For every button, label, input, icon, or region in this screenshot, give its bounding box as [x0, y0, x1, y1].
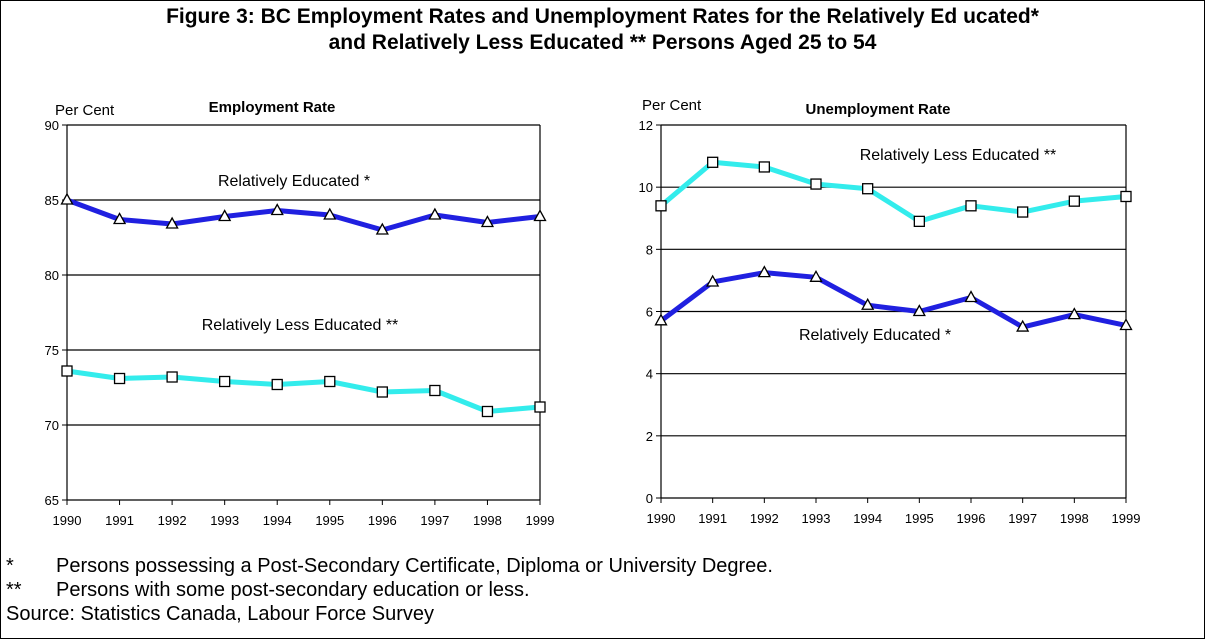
- unemployment-ytick-label: 4: [646, 367, 653, 382]
- employment-series-1-point: [533, 209, 547, 222]
- unemployment-ytick-label: 8: [646, 242, 653, 257]
- employment-series-2-line: [66, 368, 541, 414]
- unemployment-series-2-point: [757, 265, 771, 278]
- unemployment-series-2-point: [1067, 307, 1081, 320]
- employment-series-2-point: [61, 365, 73, 377]
- footnotes: * Persons possessing a Post-Secondary Ce…: [6, 554, 773, 626]
- unemployment-xtick-label: 1990: [647, 511, 676, 526]
- footnote-2-mark: **: [6, 579, 22, 601]
- unemployment-rate-chart: Per Cent Unemployment Rate Relatively Le…: [639, 97, 1141, 526]
- unemployment-ytick-label: 6: [646, 305, 653, 320]
- unemployment-ylabel: Per Cent: [642, 97, 702, 114]
- figure-title-line1: Figure 3: BC Employment Rates and Unempl…: [166, 5, 1039, 28]
- employment-series-1-point: [60, 192, 74, 205]
- unemployment-series-1-point: [965, 200, 977, 212]
- unemployment-series-2-line: [659, 270, 1127, 330]
- figure-title: Figure 3: BC Employment Rates and Unempl…: [0, 4, 1205, 56]
- unemployment-xtick-label: 1995: [905, 511, 934, 526]
- unemployment-xtick-label: 1999: [1112, 511, 1141, 526]
- unemployment-series-1-point: [1068, 195, 1080, 207]
- employment-series-2-point: [271, 378, 283, 391]
- unemployment-annotation-less-educated: Relatively Less Educated **: [860, 147, 1057, 164]
- unemployment-ytick-label: 10: [639, 180, 653, 195]
- employment-xtick-label: 1997: [420, 513, 449, 528]
- unemployment-series-1-point: [758, 161, 770, 173]
- employment-xtick-label: 1999: [526, 513, 555, 528]
- employment-series-2-point: [219, 375, 231, 388]
- employment-ytick-label: 90: [45, 118, 59, 133]
- employment-xtick-label: 1994: [263, 513, 292, 528]
- employment-ytick-label: 65: [45, 493, 59, 508]
- unemployment-series-1-point: [862, 183, 874, 195]
- employment-series-1-point: [323, 207, 337, 220]
- employment-series-1-line: [66, 197, 541, 233]
- unemployment-xtick-label: 1992: [750, 511, 779, 526]
- unemployment-series-2-point: [912, 304, 926, 317]
- employment-ytick-label: 80: [45, 268, 59, 283]
- unemployment-xtick-label: 1997: [1008, 511, 1037, 526]
- unemployment-series-1-point: [810, 178, 822, 190]
- unemployment-ytick-label: 12: [639, 118, 653, 133]
- employment-series-1-point: [428, 207, 442, 220]
- employment-xtick-label: 1995: [315, 513, 344, 528]
- unemployment-xtick-label: 1991: [698, 511, 727, 526]
- employment-series-1-point: [218, 209, 232, 222]
- unemployment-series-1-point: [655, 200, 667, 212]
- unemployment-series-2-point: [1016, 319, 1030, 332]
- employment-ytick-label: 70: [45, 418, 59, 433]
- employment-series-2-point: [113, 372, 126, 385]
- unemployment-series-2-point: [861, 297, 875, 310]
- employment-series-2-point: [534, 401, 546, 413]
- employment-xtick-label: 1993: [210, 513, 239, 528]
- unemployment-series-2-point: [654, 313, 668, 326]
- employment-annotation-educated: Relatively Educated *: [218, 173, 370, 190]
- footnote-2: ** Persons with some post-secondary educ…: [6, 578, 773, 602]
- unemployment-annotation-educated: Relatively Educated *: [799, 327, 951, 344]
- employment-ytick-label: 75: [45, 343, 59, 358]
- employment-ytick-label: 85: [45, 193, 59, 208]
- employment-series-2-point: [376, 386, 388, 398]
- footnote-1-text: Persons possessing a Post-Secondary Cert…: [56, 555, 773, 577]
- employment-chart-title: Employment Rate: [209, 99, 336, 116]
- employment-xtick-label: 1991: [105, 513, 134, 528]
- employment-xtick-label: 1996: [368, 513, 397, 528]
- employment-series-2-point: [429, 384, 441, 397]
- unemployment-ytick-label: 2: [646, 429, 653, 444]
- footnote-2-text: Persons with some post-secondary educati…: [56, 579, 530, 601]
- employment-series-1-point: [375, 222, 389, 235]
- unemployment-series-1-point: [707, 156, 719, 168]
- footnote-1: * Persons possessing a Post-Secondary Ce…: [6, 554, 773, 578]
- employment-series-2-point: [481, 405, 494, 418]
- employment-xtick-label: 1992: [158, 513, 187, 528]
- unemployment-xtick-label: 1993: [802, 511, 831, 526]
- employment-series-2-point: [166, 371, 178, 383]
- employment-series-1-point: [480, 215, 495, 228]
- figure-title-line2: and Relatively Less Educated ** Persons …: [328, 31, 877, 54]
- unemployment-chart-title: Unemployment Rate: [805, 101, 950, 118]
- unemployment-series-2-point: [809, 269, 823, 282]
- source-note: Source: Statistics Canada, Labour Force …: [6, 603, 434, 625]
- unemployment-series-1-line: [659, 159, 1127, 224]
- employment-series-2-point: [324, 375, 336, 388]
- employment-annotation-less-educated: Relatively Less Educated **: [202, 317, 399, 334]
- footnote-1-mark: *: [6, 555, 14, 577]
- unemployment-xtick-label: 1998: [1060, 511, 1089, 526]
- employment-rate-chart: Per Cent Employment Rate Relatively Educ…: [45, 99, 555, 528]
- unemployment-series-1-point: [913, 215, 925, 228]
- unemployment-xtick-label: 1994: [853, 511, 882, 526]
- employment-xtick-label: 1998: [473, 513, 502, 528]
- unemployment-ytick-label: 0: [646, 491, 653, 506]
- unemployment-series-2-point: [706, 274, 720, 287]
- employment-ylabel: Per Cent: [55, 102, 115, 119]
- unemployment-series-2-point: [964, 290, 978, 303]
- unemployment-series-2-point: [1119, 318, 1133, 331]
- unemployment-series-1-point: [1120, 190, 1132, 203]
- employment-series-1-point: [270, 203, 284, 216]
- employment-series-1-point: [165, 216, 179, 229]
- employment-xtick-label: 1990: [53, 513, 82, 528]
- employment-series-1-point: [112, 212, 127, 225]
- unemployment-series-1-point: [1017, 206, 1029, 218]
- unemployment-xtick-label: 1996: [957, 511, 986, 526]
